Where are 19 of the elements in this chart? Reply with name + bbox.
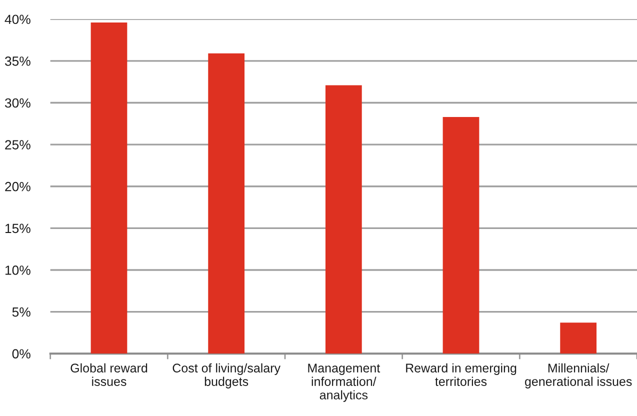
y-tick-label: 15%	[5, 224, 30, 234]
y-tick-label: 25%	[5, 140, 30, 150]
x-tick-label: Global reward issues	[70, 363, 148, 386]
bar	[208, 53, 245, 354]
bar	[90, 22, 128, 354]
y-tick-label: 10%	[5, 266, 30, 275]
bar	[442, 116, 480, 354]
y-tick-label: 5%	[12, 307, 30, 317]
x-tick-label: Millennials/ generational issues	[525, 363, 632, 388]
y-tick-label: 0%	[12, 349, 30, 359]
y-tick-label: 30%	[4, 98, 30, 108]
x-tick-label: Management information/ analytics	[308, 364, 380, 402]
y-tick-label: 40%	[4, 14, 30, 24]
x-tick-label: Reward in emerging territories	[406, 363, 516, 386]
bar	[560, 322, 597, 354]
y-tick-label: 35%	[4, 56, 30, 66]
x-tick-label: Cost of living/salary budgets	[172, 363, 280, 388]
y-tick-label: 20%	[5, 182, 30, 192]
bar	[325, 85, 362, 354]
